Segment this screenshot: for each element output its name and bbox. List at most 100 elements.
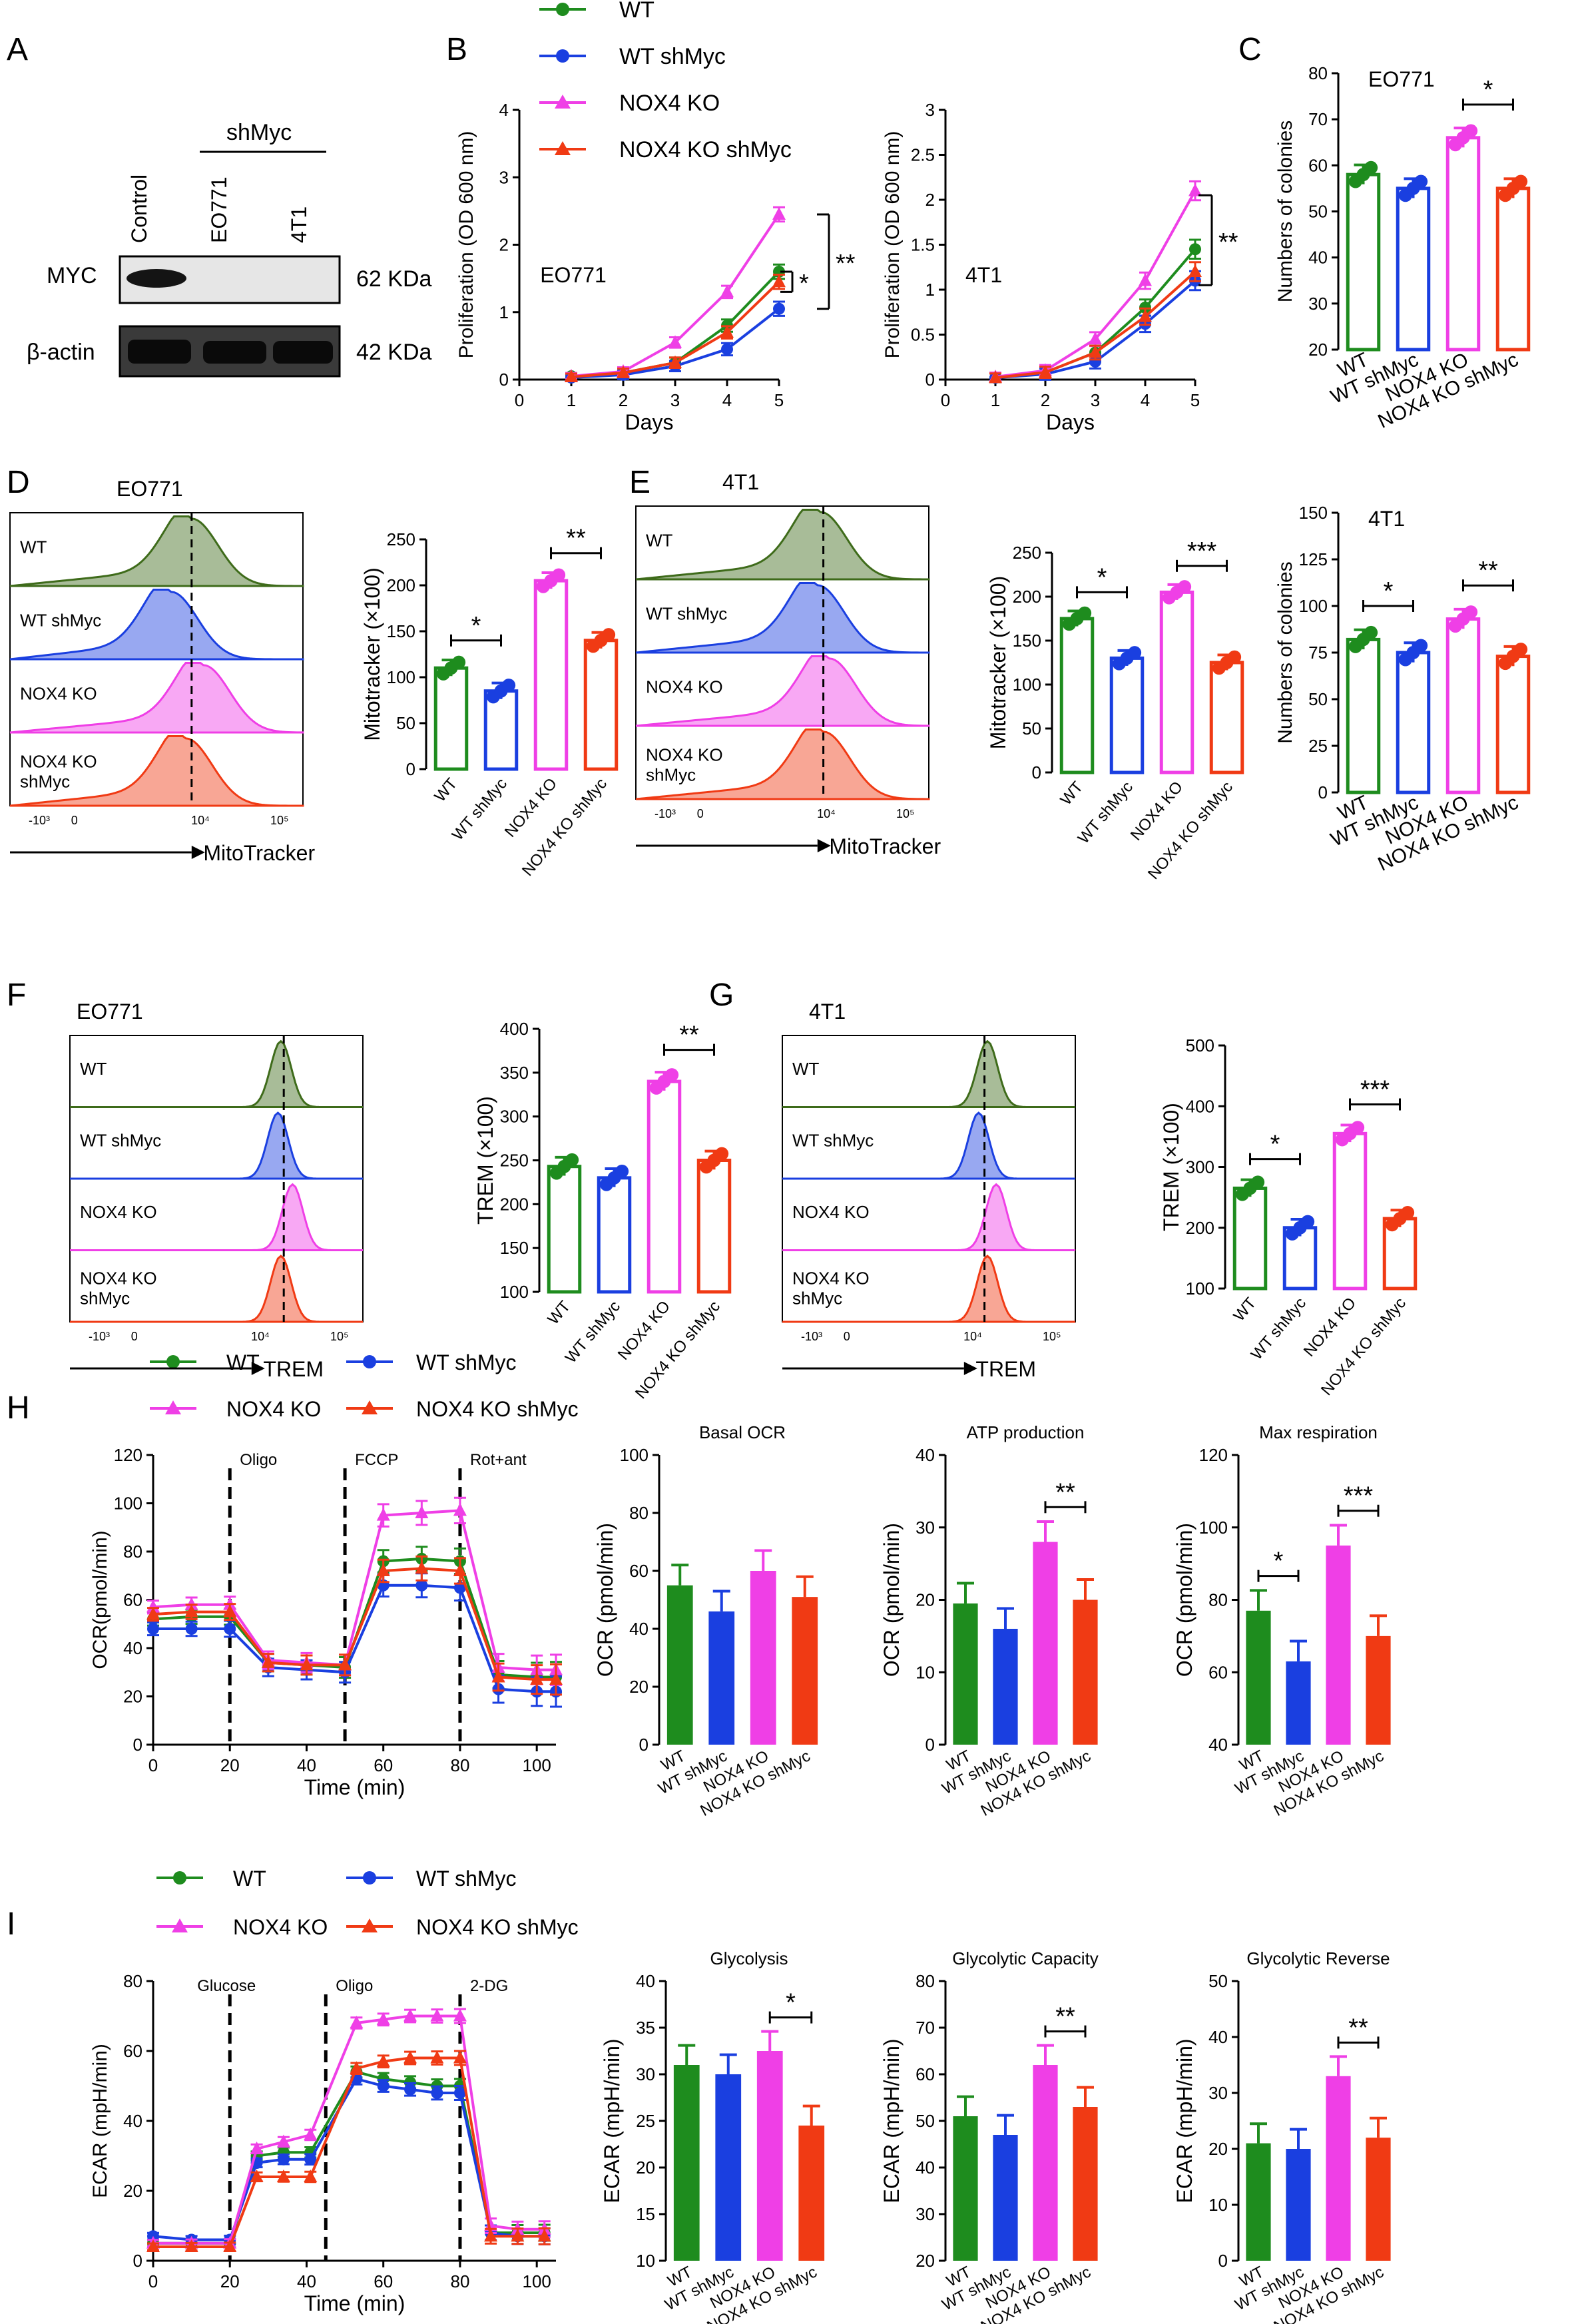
flow-tick-label: 0 [844, 1330, 850, 1343]
y-tick-label: 400 [1186, 1096, 1214, 1116]
data-point [721, 343, 733, 356]
sig-mark: ** [1348, 2014, 1368, 2042]
y-tick-label: 0 [133, 2251, 142, 2271]
y-axis-label: Mitotracker (×100) [986, 576, 1010, 750]
data-point [431, 2087, 443, 2099]
flow-row-label: NOX4 KO [646, 745, 723, 765]
x-tick-label: NOX4 KO shMyc [519, 775, 611, 880]
flow-row-label: WT shMyc [20, 611, 101, 631]
line-chart-b2: 0 0.5 1 1.5 2 2.5 3 0 1 2 3 4 5 Days Proliferation (OD… [882, 100, 1238, 434]
panel-label-h: H [7, 1390, 30, 1426]
data-point [146, 2239, 160, 2252]
x-tick-label: 0 [148, 2271, 158, 2291]
y-tick-label: 80 [1208, 1590, 1228, 1610]
data-point [453, 1564, 467, 1576]
y-axis-label: OCR (pmol/min) [593, 1523, 617, 1677]
myc-band-control [127, 269, 186, 288]
y-tick-label: 20 [123, 2181, 142, 2201]
flow-row-label: WT [792, 1059, 820, 1079]
data-point [453, 1582, 466, 1594]
data-point [184, 1604, 198, 1617]
y-tick-label: 100 [620, 1445, 649, 1465]
flow-histogram-2 [70, 1183, 363, 1251]
data-point [415, 1561, 429, 1574]
legend-i-kosh-marker [362, 1918, 378, 1932]
legend-b: WT WT shMyc NOX4 KO NOX4 KO shMyc [539, 0, 792, 162]
x-tick-label: 3 [670, 390, 680, 410]
data-point [1251, 1175, 1265, 1189]
data-point [1401, 1205, 1415, 1219]
data-point [1301, 1215, 1315, 1229]
y-tick-label: 125 [1299, 549, 1328, 569]
x-tick-label: WT [431, 774, 461, 805]
y-tick-label: 40 [636, 1971, 655, 1991]
lane-label-control: Control [127, 174, 151, 243]
sig-mark: ** [1218, 228, 1238, 256]
y-tick-label: 60 [1308, 155, 1328, 175]
x-axis-label: Time (min) [304, 2291, 405, 2315]
legend-b-wtsh: WT shMyc [619, 44, 726, 69]
bar-1 [708, 1611, 735, 1745]
bar-1 [1396, 186, 1431, 352]
flow-row-label: shMyc [20, 772, 70, 792]
flow-histogram-2 [635, 655, 930, 727]
line-chart-b1: 0 1 2 3 4 0 1 2 3 4 5 Days Proliferation (OD 600 nm)… [455, 100, 856, 434]
y-tick-label: 60 [916, 2064, 935, 2084]
flow-tick-label: -10³ [89, 1330, 110, 1343]
flow-histogram-0 [9, 515, 304, 587]
data-point [376, 2012, 390, 2025]
x-tick-label: 80 [450, 1755, 469, 1775]
legend-h-ko: NOX4 KO [226, 1397, 321, 1421]
chart-title: Basal OCR [699, 1422, 786, 1442]
row-label-myc: MYC [47, 263, 97, 288]
x-axis-label: Time (min) [304, 1775, 405, 1799]
flow-row-label: WT [20, 537, 47, 557]
bar-1 [1396, 651, 1431, 794]
bar-0 [1059, 617, 1095, 774]
line-chart-i1: 0 20 40 60 80 0 20 40 60 80 100 Time (min) ECAR (mpH… [89, 1971, 556, 2315]
y-tick-label: 20 [1308, 340, 1328, 360]
panel-label-a: A [7, 32, 28, 67]
flow-tick-label: 10⁵ [896, 807, 914, 820]
y-tick-label: 50 [1308, 202, 1328, 222]
data-point [502, 679, 516, 693]
bar-2 [1033, 2065, 1058, 2261]
event-label: Oligo [336, 1977, 373, 1995]
x-tick-label: 2 [1041, 390, 1050, 410]
flow-tick-label: 10⁵ [1043, 1330, 1061, 1343]
y-tick-label: 0 [925, 370, 935, 390]
flow-row-label: NOX4 KO [80, 1202, 157, 1222]
flow-row-label: WT [646, 531, 673, 551]
data-point [617, 365, 630, 378]
chart-subtitle: 4T1 [1368, 507, 1405, 531]
size-label-actin: 42 KDa [356, 340, 431, 365]
legend-b-ko: NOX4 KO [619, 91, 720, 116]
data-point [276, 2134, 290, 2148]
flow-row-label: NOX4 KO [20, 684, 97, 704]
data-point [300, 1657, 314, 1671]
data-point [484, 2229, 498, 2242]
legend-i-ko: NOX4 KO [233, 1915, 328, 1939]
blot-myc [119, 255, 341, 304]
legend-b-ko-marker [555, 95, 571, 109]
flow-row-label: NOX4 KO [80, 1269, 157, 1289]
data-point [250, 2142, 264, 2154]
y-axis-label: OCR (pmol/min) [1173, 1523, 1196, 1677]
sig-mark: *** [1360, 1076, 1390, 1104]
y-tick-label: 80 [916, 1971, 935, 1991]
flow-histogram-1 [70, 1111, 363, 1180]
x-tick-label: 5 [774, 390, 784, 410]
data-point [403, 2050, 417, 2064]
y-tick-label: 150 [1013, 631, 1041, 651]
data-point [1414, 174, 1428, 188]
data-point [403, 2008, 417, 2022]
legend-i-wtsh-marker [363, 1871, 376, 1885]
bar-0 [953, 2116, 978, 2261]
y-tick-label: 0 [925, 1735, 935, 1755]
y-tick-label: 50 [916, 2111, 935, 2131]
flow-title: 4T1 [722, 470, 759, 494]
